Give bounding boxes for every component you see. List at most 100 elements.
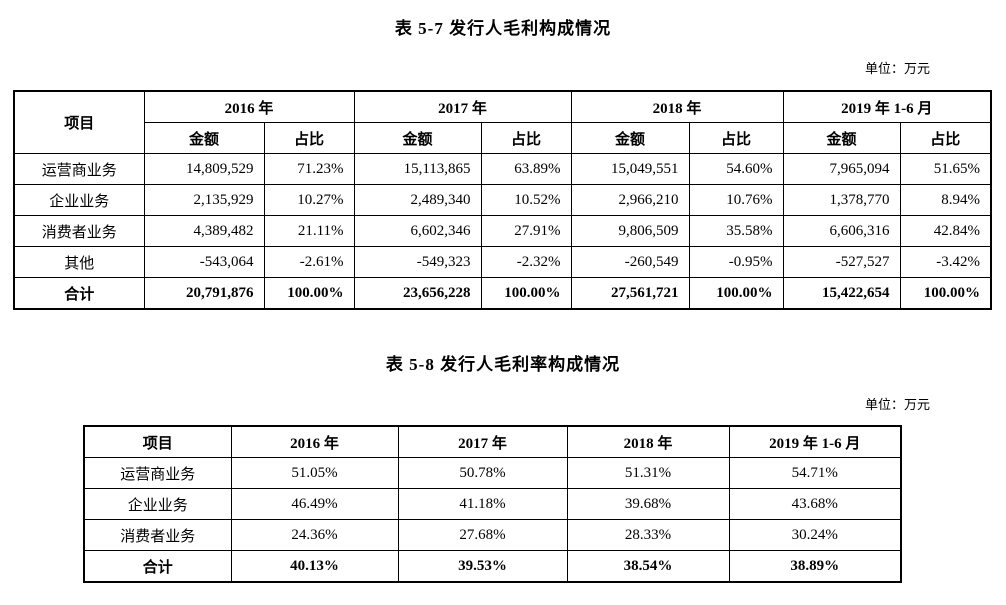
table-cell: 10.76%	[688, 184, 784, 216]
table-cell: 39.53%	[397, 550, 568, 583]
table-cell: 10.52%	[480, 184, 572, 216]
table-cell: 51.05%	[230, 457, 399, 489]
subheader-amount: 金额	[570, 122, 690, 154]
row-label: 消费者业务	[83, 519, 232, 551]
row-label: 合计	[13, 277, 145, 310]
table-5-8: 项目 2016 年 2017 年 2018 年 2019 年 1-6 月 运营商…	[83, 425, 902, 583]
table-5-8-unit-label: 单位：万元	[864, 397, 930, 412]
table-total-row: 合计 40.13% 39.53% 38.54% 38.89%	[83, 550, 902, 583]
subheader-ratio: 占比	[263, 122, 355, 154]
table-cell: 39.68%	[566, 488, 730, 520]
column-header-2017: 2017 年	[397, 425, 568, 458]
column-header-2016: 2016 年	[230, 425, 399, 458]
table-cell: 28.33%	[566, 519, 730, 551]
row-label: 合计	[83, 550, 232, 583]
subheader-amount: 金额	[143, 122, 265, 154]
table-header-row: 项目 2016 年 2017 年 2018 年 2019 年 1-6 月	[13, 90, 992, 154]
column-header-2019h1: 2019 年 1-6 月	[728, 425, 902, 458]
table-cell: 42.84%	[899, 215, 992, 247]
column-header-item: 项目	[83, 425, 232, 458]
table-total-row: 合计 20,791,876 100.00% 23,656,228 100.00%…	[13, 277, 992, 310]
table-row: 其他 -543,064 -2.61% -549,323 -2.32% -260,…	[13, 246, 992, 278]
table-row: 企业业务 46.49% 41.18% 39.68% 43.68%	[83, 488, 902, 520]
table-cell: -3.42%	[899, 246, 992, 278]
table-cell: 100.00%	[688, 277, 784, 310]
table-row: 企业业务 2,135,929 10.27% 2,489,340 10.52% 2…	[13, 184, 992, 216]
table-cell: 54.71%	[728, 457, 902, 489]
table-cell: 51.31%	[566, 457, 730, 489]
table-cell: 27,561,721	[570, 277, 690, 310]
table-row: 消费者业务 24.36% 27.68% 28.33% 30.24%	[83, 519, 902, 551]
column-header-2019h1: 2019 年 1-6 月	[782, 90, 992, 123]
table-cell: 54.60%	[688, 153, 784, 185]
subheader-amount: 金额	[353, 122, 482, 154]
column-header-2018: 2018 年	[570, 90, 784, 123]
table-cell: -0.95%	[688, 246, 784, 278]
table-cell: 2,135,929	[143, 184, 265, 216]
table-cell: 2,489,340	[353, 184, 482, 216]
table-cell: -2.61%	[263, 246, 355, 278]
table-cell: 30.24%	[728, 519, 902, 551]
table-cell: 10.27%	[263, 184, 355, 216]
row-label: 运营商业务	[83, 457, 232, 489]
subheader-ratio: 占比	[480, 122, 572, 154]
table-cell: 100.00%	[899, 277, 992, 310]
column-header-2017: 2017 年	[353, 90, 572, 123]
table-cell: 15,422,654	[782, 277, 901, 310]
table-5-7: 项目 2016 年 2017 年 2018 年 2019 年 1-6 月 金额 …	[13, 90, 993, 310]
table-cell: 23,656,228	[353, 277, 482, 310]
table-cell: 21.11%	[263, 215, 355, 247]
row-label: 其他	[13, 246, 145, 278]
table-cell: 27.68%	[397, 519, 568, 551]
table-cell: 1,378,770	[782, 184, 901, 216]
table-cell: 15,049,551	[570, 153, 690, 185]
table-cell: 43.68%	[728, 488, 902, 520]
table-cell: -527,527	[782, 246, 901, 278]
row-label: 运营商业务	[13, 153, 145, 185]
subheader-amount: 金额	[782, 122, 901, 154]
table-cell: 15,113,865	[353, 153, 482, 185]
table-cell: 40.13%	[230, 550, 399, 583]
table-cell: 14,809,529	[143, 153, 265, 185]
table-cell: -543,064	[143, 246, 265, 278]
table-row: 运营商业务 14,809,529 71.23% 15,113,865 63.89…	[13, 153, 992, 185]
table-5-7-unit-label: 单位：万元	[864, 61, 930, 76]
subheader-ratio: 占比	[899, 122, 992, 154]
table-cell: 38.89%	[728, 550, 902, 583]
column-header-2018: 2018 年	[566, 425, 730, 458]
column-header-item: 项目	[13, 90, 145, 154]
table-row: 运营商业务 51.05% 50.78% 51.31% 54.71%	[83, 457, 902, 489]
column-header-2016: 2016 年	[143, 90, 355, 123]
table-cell: 50.78%	[397, 457, 568, 489]
table-cell: -260,549	[570, 246, 690, 278]
table-cell: 35.58%	[688, 215, 784, 247]
table-cell: 4,389,482	[143, 215, 265, 247]
table-5-8-title: 表 5-8 发行人毛利率构成情况	[385, 355, 621, 374]
table-cell: 24.36%	[230, 519, 399, 551]
table-cell: -549,323	[353, 246, 482, 278]
table-cell: 6,602,346	[353, 215, 482, 247]
table-cell: 9,806,509	[570, 215, 690, 247]
table-5-7-title: 表 5-7 发行人毛利构成情况	[394, 19, 612, 38]
row-label: 企业业务	[13, 184, 145, 216]
table-cell: 2,966,210	[570, 184, 690, 216]
subheader-ratio: 占比	[688, 122, 784, 154]
table-cell: 100.00%	[263, 277, 355, 310]
table-cell: 6,606,316	[782, 215, 901, 247]
table-cell: 46.49%	[230, 488, 399, 520]
table-header-row: 项目 2016 年 2017 年 2018 年 2019 年 1-6 月	[83, 425, 902, 458]
table-cell: 63.89%	[480, 153, 572, 185]
row-label: 企业业务	[83, 488, 232, 520]
table-cell: 41.18%	[397, 488, 568, 520]
table-cell: 51.65%	[899, 153, 992, 185]
table-cell: 38.54%	[566, 550, 730, 583]
table-cell: 7,965,094	[782, 153, 901, 185]
table-cell: 8.94%	[899, 184, 992, 216]
table-row: 消费者业务 4,389,482 21.11% 6,602,346 27.91% …	[13, 215, 992, 247]
table-cell: 27.91%	[480, 215, 572, 247]
table-cell: 100.00%	[480, 277, 572, 310]
row-label: 消费者业务	[13, 215, 145, 247]
table-subheader-row: 金额 占比 金额 占比 金额 占比 金额 占比	[14, 122, 992, 154]
table-cell: 20,791,876	[143, 277, 265, 310]
